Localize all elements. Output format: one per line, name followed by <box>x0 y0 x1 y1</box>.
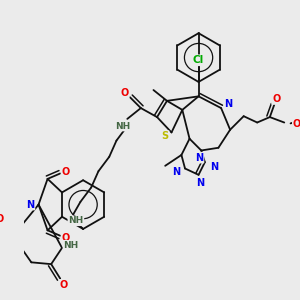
Text: O: O <box>61 232 70 242</box>
Text: O: O <box>293 119 300 129</box>
Text: O: O <box>0 214 4 224</box>
Text: NH: NH <box>63 241 79 250</box>
Text: O: O <box>60 280 68 290</box>
Text: O: O <box>61 167 70 177</box>
Text: S: S <box>162 131 169 141</box>
Text: N: N <box>172 167 180 177</box>
Text: O: O <box>272 94 280 104</box>
Text: N: N <box>26 200 34 210</box>
Text: N: N <box>195 153 203 163</box>
Text: Cl: Cl <box>193 55 204 65</box>
Text: N: N <box>196 178 204 188</box>
Text: NH: NH <box>68 216 83 225</box>
Text: NH: NH <box>115 122 130 130</box>
Text: N: N <box>210 162 218 172</box>
Text: O: O <box>121 88 129 98</box>
Text: N: N <box>224 99 232 109</box>
